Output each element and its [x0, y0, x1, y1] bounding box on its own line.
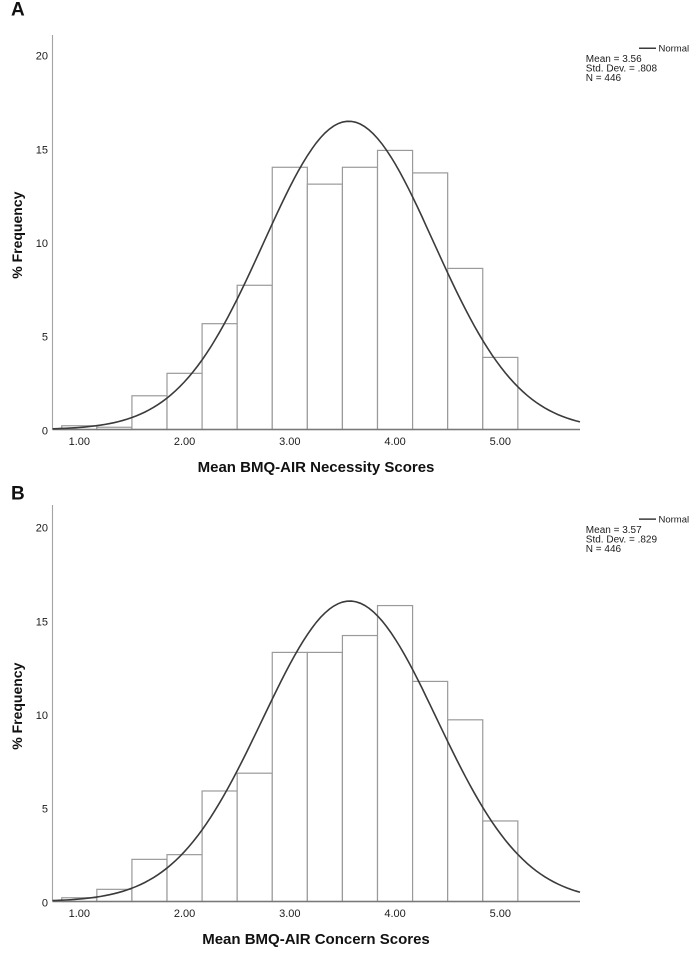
svg-text:20: 20	[36, 523, 48, 535]
svg-text:15: 15	[36, 144, 48, 156]
svg-text:N = 446: N = 446	[586, 544, 622, 555]
svg-text:0: 0	[42, 425, 48, 437]
svg-text:10: 10	[36, 710, 48, 722]
svg-text:4.00: 4.00	[384, 436, 405, 448]
svg-text:% Frequency: % Frequency	[9, 662, 25, 749]
svg-text:A: A	[11, 0, 25, 21]
svg-text:10: 10	[36, 238, 48, 250]
svg-text:N = 446: N = 446	[586, 73, 622, 84]
svg-text:Std. Dev. = .808: Std. Dev. = .808	[586, 64, 658, 75]
svg-text:3.00: 3.00	[279, 908, 300, 920]
svg-text:2.00: 2.00	[174, 908, 195, 920]
svg-text:3.00: 3.00	[279, 436, 300, 448]
svg-text:20: 20	[36, 51, 48, 63]
svg-text:Std. Dev. = .829: Std. Dev. = .829	[586, 535, 658, 546]
svg-text:Mean BMQ-AIR Necessity Scores: Mean BMQ-AIR Necessity Scores	[198, 459, 435, 476]
svg-text:B: B	[11, 484, 25, 505]
svg-text:4.00: 4.00	[384, 908, 405, 920]
svg-text:Normal: Normal	[659, 515, 690, 526]
svg-text:% Frequency: % Frequency	[9, 191, 25, 278]
svg-text:1.00: 1.00	[69, 908, 90, 920]
svg-text:5: 5	[42, 332, 48, 344]
svg-text:Mean = 3.57: Mean = 3.57	[586, 525, 642, 536]
svg-text:5.00: 5.00	[490, 908, 511, 920]
svg-text:1.00: 1.00	[69, 436, 90, 448]
svg-text:5.00: 5.00	[490, 436, 511, 448]
svg-text:15: 15	[36, 616, 48, 628]
svg-text:0: 0	[42, 897, 48, 909]
svg-text:5: 5	[42, 804, 48, 816]
svg-text:Mean BMQ-AIR Concern Scores: Mean BMQ-AIR Concern Scores	[202, 931, 430, 948]
svg-text:2.00: 2.00	[174, 436, 195, 448]
svg-text:Mean = 3.56: Mean = 3.56	[586, 54, 642, 65]
svg-text:Normal: Normal	[659, 44, 690, 55]
